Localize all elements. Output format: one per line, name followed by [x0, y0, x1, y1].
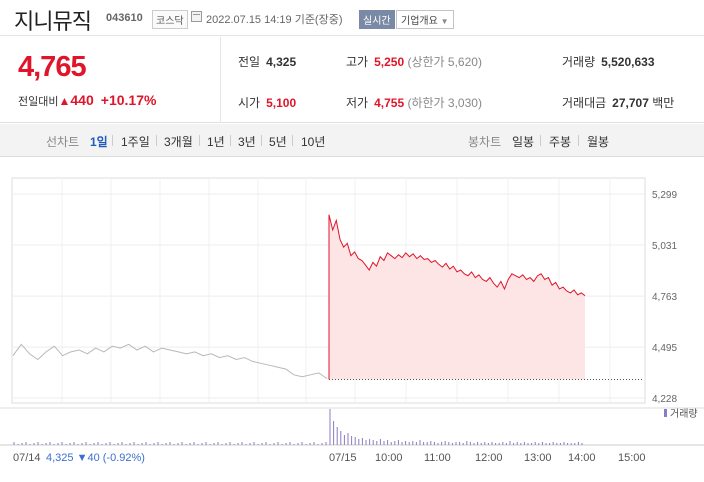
up-triangle-icon: ▲ [58, 94, 71, 108]
x-tick-label: 07/14 [13, 452, 41, 464]
tab-3month[interactable]: 3개월 [164, 135, 193, 149]
x-tick-label: 14:00 [568, 452, 596, 464]
stat-label: 전일 [238, 55, 261, 69]
stat-volume: 거래량 5,520,633 [562, 53, 655, 70]
stat-label: 거래대금 [562, 96, 607, 110]
stat-value: 4,325 [266, 55, 297, 69]
realtime-badge[interactable]: 실시간 [359, 10, 395, 29]
tab-divider [540, 135, 541, 146]
stat-amount: 거래대금 27,707 백만 [562, 94, 674, 111]
stat-label: 고가 [346, 55, 369, 69]
tab-divider [292, 135, 293, 146]
today-line [328, 214, 586, 297]
calendar-icon [191, 11, 202, 22]
stat-value: 5,250 [374, 55, 405, 69]
stat-value: 5,520,633 [601, 55, 655, 69]
stat-sub: (하한가 3,030) [407, 96, 482, 110]
line-chart-label: 선차트 [46, 135, 80, 149]
tab-divider [230, 135, 231, 146]
stat-value: 5,100 [266, 96, 297, 110]
x-tick-label: 15:00 [618, 452, 646, 464]
tab-divider [261, 135, 262, 146]
company-info-dropdown[interactable]: 기업개요 ▼ [396, 10, 454, 29]
stat-open: 시가 5,100 [238, 94, 296, 111]
divider [220, 37, 221, 123]
prev-day-line [12, 343, 328, 380]
stat-prev-close: 전일 4,325 [238, 53, 296, 70]
market-badge: 코스닥 [152, 10, 188, 29]
tab-divider [156, 135, 157, 146]
tab-10year[interactable]: 10년 [301, 135, 326, 149]
diff-value: 440 [70, 92, 94, 108]
x-tick-label: 07/15 [329, 452, 357, 464]
chart-tabs: 선차트 1일 1주일 3개월 1년 3년 5년 10년 봉차트 일봉 주봉 월봉 [0, 124, 704, 157]
stock-header: 지니뮤직 043610 코스닥 2022.07.15 14:19 기준(장중) … [0, 0, 704, 36]
diff-label: 전일대비 [18, 96, 59, 108]
tab-1year[interactable]: 1년 [207, 135, 225, 149]
y-tick-label: 5,299 [652, 190, 677, 201]
y-tick-label: 4,763 [652, 292, 677, 303]
volume-legend-label: 거래량 [670, 408, 698, 420]
stock-code: 043610 [106, 12, 143, 24]
y-tick-label: 4,495 [652, 343, 677, 354]
price-chart-svg: 5,299 5,031 4,763 4,495 4,228 거래량 07/14 07/15 10… [0, 177, 704, 464]
tab-monthly-candle[interactable]: 월봉 [587, 135, 610, 149]
stat-label: 저가 [346, 96, 369, 110]
x-tick-label: 11:00 [424, 452, 451, 464]
tab-divider [578, 135, 579, 146]
stat-value: 27,707 [612, 96, 649, 110]
stock-name: 지니뮤직 [14, 10, 92, 35]
tab-divider [112, 135, 113, 146]
x-tick-label: 12:00 [475, 452, 503, 464]
candle-chart-label: 봉차트 [468, 135, 502, 149]
tab-5year[interactable]: 5년 [269, 135, 287, 149]
company-info-label: 기업개요 [401, 16, 438, 27]
stat-high: 고가 5,250 (상한가 5,620) [346, 53, 482, 70]
stat-value: 4,755 [374, 96, 405, 110]
tab-1week[interactable]: 1주일 [121, 135, 150, 149]
tab-1day[interactable]: 1일 [90, 135, 108, 149]
y-tick-label: 4,228 [652, 394, 677, 405]
stat-label: 시가 [238, 96, 261, 110]
volume-legend-swatch [664, 409, 667, 417]
price-change: 전일대비▲440 +10.17% [18, 92, 156, 109]
stat-low: 저가 4,755 (하한가 3,030) [346, 94, 482, 111]
timestamp: 2022.07.15 14:19 기준(장중) [206, 14, 343, 26]
x-tick-label: 13:00 [524, 452, 552, 464]
current-price: 4,765 [18, 51, 87, 83]
y-tick-label: 5,031 [652, 241, 677, 252]
price-summary: 4,765 전일대비▲440 +10.17% 전일 4,325 고가 5,250 (… [0, 37, 704, 123]
stat-sub: (상한가 5,620) [407, 55, 482, 69]
tab-3year[interactable]: 3년 [238, 135, 256, 149]
x-tick-label: 10:00 [375, 452, 403, 464]
tab-daily-candle[interactable]: 일봉 [512, 135, 535, 149]
tab-weekly-candle[interactable]: 주봉 [549, 135, 572, 149]
diff-rate: +10.17% [100, 92, 157, 108]
prev-day-price: 4,325 ▼40 (-0.92%) [46, 452, 145, 464]
tab-divider [199, 135, 200, 146]
plot-frame [11, 177, 646, 404]
today-area [329, 214, 585, 380]
chevron-down-icon: ▼ [440, 17, 449, 26]
stat-unit: 백만 [652, 96, 675, 110]
price-chart: 5,299 5,031 4,763 4,495 4,228 거래량 07/14 07/15 10… [0, 158, 704, 477]
stat-label: 거래량 [562, 55, 596, 69]
